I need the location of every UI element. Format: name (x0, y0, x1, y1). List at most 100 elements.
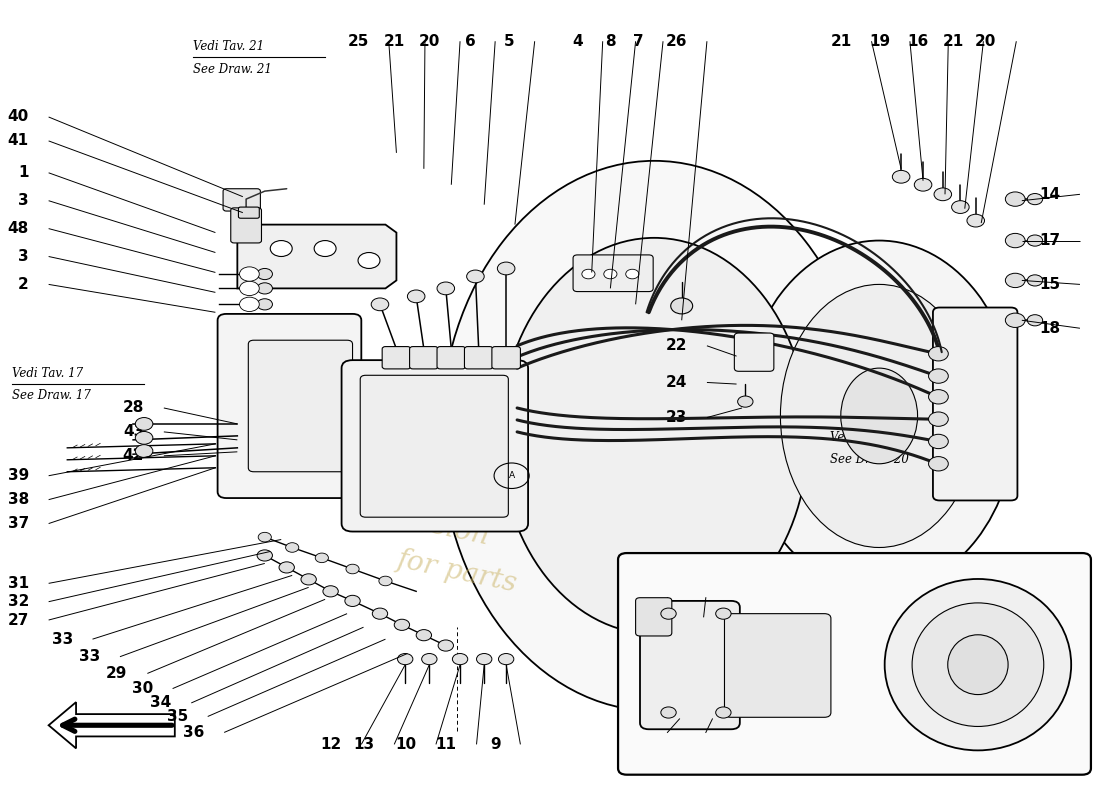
Circle shape (397, 654, 412, 665)
Circle shape (738, 396, 754, 407)
Circle shape (279, 562, 295, 573)
Text: 21: 21 (943, 34, 964, 49)
FancyBboxPatch shape (735, 333, 774, 371)
Text: 8: 8 (605, 34, 616, 49)
Text: 9: 9 (490, 737, 500, 752)
Text: 7: 7 (632, 34, 644, 49)
Circle shape (301, 574, 317, 585)
Ellipse shape (780, 285, 978, 547)
Circle shape (934, 188, 952, 201)
Circle shape (452, 654, 468, 665)
FancyBboxPatch shape (573, 255, 653, 291)
Circle shape (928, 457, 948, 471)
Text: 27: 27 (8, 613, 29, 627)
FancyBboxPatch shape (636, 598, 672, 636)
Circle shape (1005, 234, 1025, 248)
Ellipse shape (948, 634, 1008, 694)
Text: 26: 26 (666, 34, 688, 49)
Circle shape (346, 564, 359, 574)
Circle shape (497, 262, 515, 275)
Polygon shape (238, 225, 396, 288)
Text: 13: 13 (353, 737, 374, 752)
Circle shape (1005, 313, 1025, 327)
Text: 21: 21 (384, 34, 405, 49)
Text: 41: 41 (8, 134, 29, 149)
Text: a passion: a passion (356, 497, 491, 550)
Circle shape (372, 608, 387, 619)
Text: 42: 42 (123, 448, 144, 463)
Text: 32: 32 (8, 594, 29, 609)
FancyBboxPatch shape (218, 314, 361, 498)
FancyBboxPatch shape (342, 360, 528, 531)
Circle shape (135, 431, 153, 444)
Text: 2: 2 (18, 277, 29, 292)
FancyBboxPatch shape (725, 614, 830, 718)
Text: 31: 31 (8, 576, 29, 591)
Text: 6: 6 (464, 34, 475, 49)
Text: See Draw. 20: See Draw. 20 (829, 453, 909, 466)
FancyBboxPatch shape (231, 208, 262, 243)
Text: 20: 20 (419, 34, 440, 49)
FancyBboxPatch shape (382, 346, 410, 369)
Text: 40: 40 (8, 110, 29, 125)
FancyBboxPatch shape (492, 346, 520, 369)
Circle shape (438, 640, 453, 651)
Text: 14: 14 (1040, 187, 1060, 202)
Text: 34: 34 (151, 695, 172, 710)
Circle shape (1005, 192, 1025, 206)
Ellipse shape (742, 241, 1016, 591)
Circle shape (323, 586, 339, 597)
Circle shape (1027, 314, 1043, 326)
Circle shape (416, 630, 431, 641)
Circle shape (407, 290, 425, 302)
Text: Vedi Tav. 20: Vedi Tav. 20 (829, 431, 901, 444)
Text: 39: 39 (8, 468, 29, 483)
Circle shape (716, 707, 732, 718)
Circle shape (928, 346, 948, 361)
Circle shape (716, 608, 732, 619)
Ellipse shape (500, 238, 808, 634)
FancyBboxPatch shape (239, 207, 260, 218)
Text: 33: 33 (79, 650, 100, 664)
FancyBboxPatch shape (409, 346, 438, 369)
FancyBboxPatch shape (618, 553, 1091, 774)
Text: 28: 28 (123, 401, 144, 415)
Circle shape (498, 654, 514, 665)
Text: 3: 3 (19, 249, 29, 264)
FancyBboxPatch shape (464, 346, 493, 369)
Circle shape (952, 201, 969, 214)
Circle shape (394, 619, 409, 630)
FancyBboxPatch shape (360, 375, 508, 517)
Circle shape (928, 390, 948, 404)
Circle shape (240, 267, 260, 282)
Text: 11: 11 (436, 737, 456, 752)
Circle shape (358, 253, 379, 269)
Text: 46: 46 (625, 590, 647, 606)
Text: 4: 4 (572, 34, 583, 49)
Text: 37: 37 (8, 516, 29, 531)
Circle shape (476, 654, 492, 665)
Circle shape (928, 434, 948, 449)
Circle shape (378, 576, 392, 586)
Text: 21: 21 (830, 34, 851, 49)
Circle shape (1027, 275, 1043, 286)
Text: A: A (508, 471, 515, 480)
Circle shape (345, 595, 360, 606)
Text: 48: 48 (8, 221, 29, 236)
Circle shape (315, 241, 337, 257)
Circle shape (257, 550, 273, 561)
Text: 33: 33 (52, 632, 73, 646)
Circle shape (1005, 274, 1025, 287)
Circle shape (661, 707, 676, 718)
Circle shape (604, 270, 617, 279)
Circle shape (437, 282, 454, 294)
Text: Vedi Tav. 21: Vedi Tav. 21 (194, 40, 265, 54)
Circle shape (258, 532, 272, 542)
Text: 45: 45 (625, 725, 647, 740)
Circle shape (967, 214, 984, 227)
Circle shape (421, 654, 437, 665)
Circle shape (316, 553, 329, 562)
Text: 20: 20 (976, 34, 997, 49)
Text: 25: 25 (348, 34, 369, 49)
Circle shape (257, 298, 273, 310)
